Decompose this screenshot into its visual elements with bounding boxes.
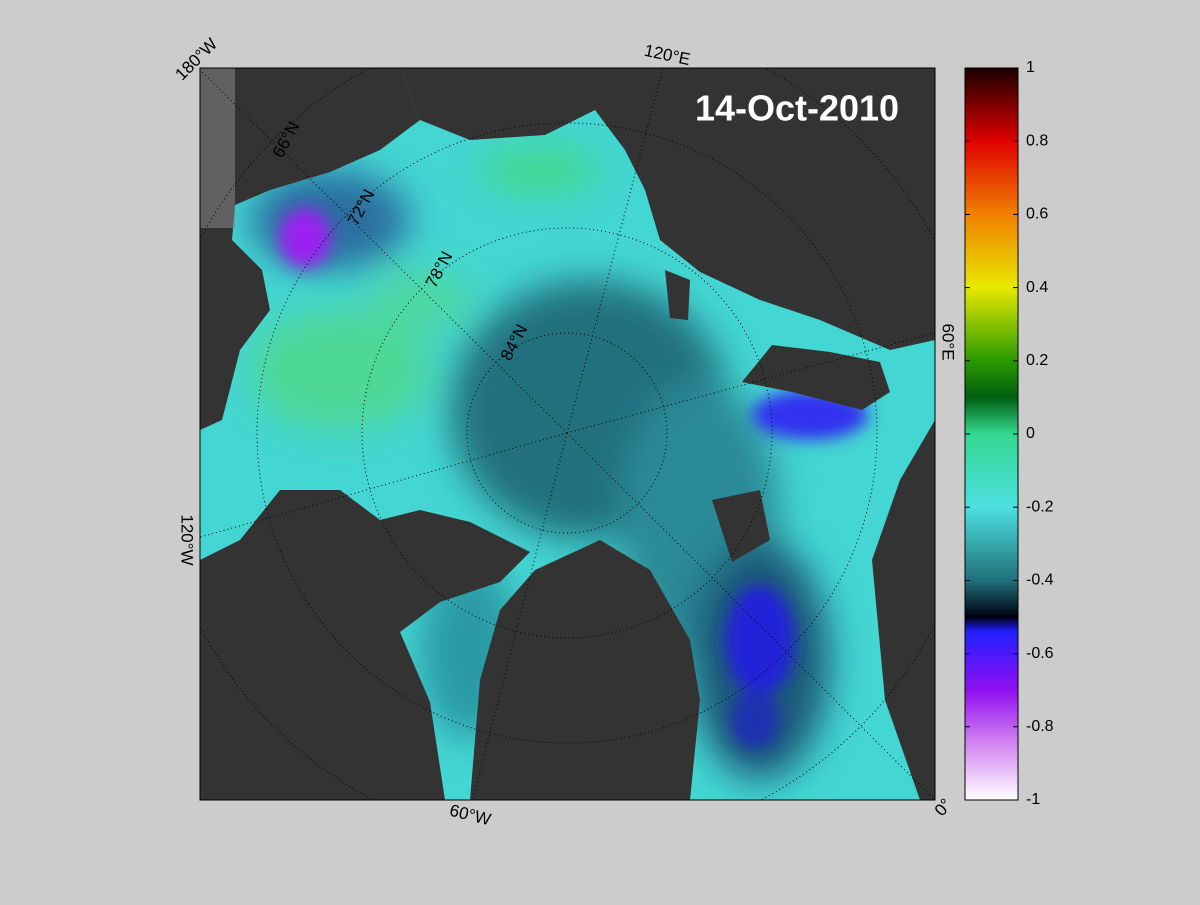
anomaly-minima xyxy=(279,208,868,750)
colorbar xyxy=(964,67,1019,801)
colorbar-tick-label: -0.4 xyxy=(1026,572,1054,589)
no-data xyxy=(200,68,235,228)
longitude-label: 120°W xyxy=(178,514,197,565)
map-frame xyxy=(199,67,936,801)
colorbar-ticks: 1 0.8 0.6 0.4 0.2 0 -0.2 -0.4 -0.6 -0.8 -1 xyxy=(965,59,1054,808)
longitude-label: 120°E xyxy=(642,41,691,69)
land xyxy=(200,68,935,800)
colorbar-tick-label: 0.2 xyxy=(1026,352,1048,369)
colorbar-tick-label: -1 xyxy=(1026,791,1040,808)
colorbar-tick-label: -0.8 xyxy=(1026,718,1054,735)
colorbar-tick-label: 0.4 xyxy=(1026,279,1048,296)
map xyxy=(200,68,935,800)
colorbar-tick-label: -0.2 xyxy=(1026,498,1054,515)
colorbar-tick-label: 0 xyxy=(1026,425,1035,442)
longitude-label: 60°W xyxy=(448,801,493,830)
colorbar-tick-label: -0.6 xyxy=(1026,645,1054,662)
colorbar-tick-label: 0.6 xyxy=(1026,206,1048,223)
colorbar-tick-label: 0.8 xyxy=(1026,132,1048,149)
graticule xyxy=(200,68,935,800)
longitude-label: 60°E xyxy=(939,323,958,360)
date-label: 14-Oct-2010 xyxy=(695,88,899,129)
colorbar-tick-label: 1 xyxy=(1026,59,1035,76)
